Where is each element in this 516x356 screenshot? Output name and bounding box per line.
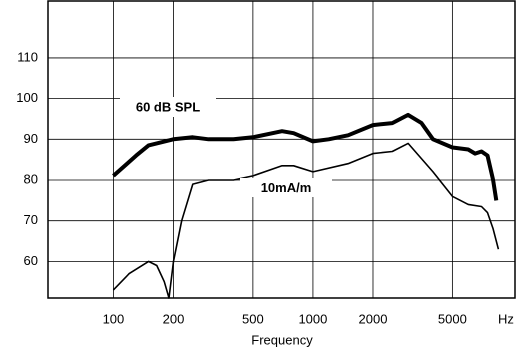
x-axis-label: Frequency xyxy=(251,332,313,347)
y-tick-label: 100 xyxy=(16,90,38,105)
y-tick-label: 60 xyxy=(24,253,38,268)
legend-box xyxy=(240,178,332,197)
legend-label: 10mA/m xyxy=(261,180,312,195)
data-line xyxy=(112,112,499,201)
y-tick-label: 80 xyxy=(24,171,38,186)
y-tick-label: 90 xyxy=(24,131,38,146)
x-tick-label: 5000 xyxy=(438,311,467,326)
data-line xyxy=(112,142,500,299)
y-tick-label: 110 xyxy=(17,49,38,64)
x-tick-label: 500 xyxy=(242,311,264,326)
x-tick-label: 1000 xyxy=(298,311,327,326)
legend-label: 60 dB SPL xyxy=(136,99,200,114)
x-tick-label: 2000 xyxy=(359,311,388,326)
x-tick-label: 100 xyxy=(103,311,125,326)
y-tick-label: 70 xyxy=(24,212,38,227)
x-tick-label: 200 xyxy=(163,311,185,326)
legend-box xyxy=(120,97,216,117)
plot-frame xyxy=(47,0,516,299)
x-unit: Hz xyxy=(498,311,514,326)
